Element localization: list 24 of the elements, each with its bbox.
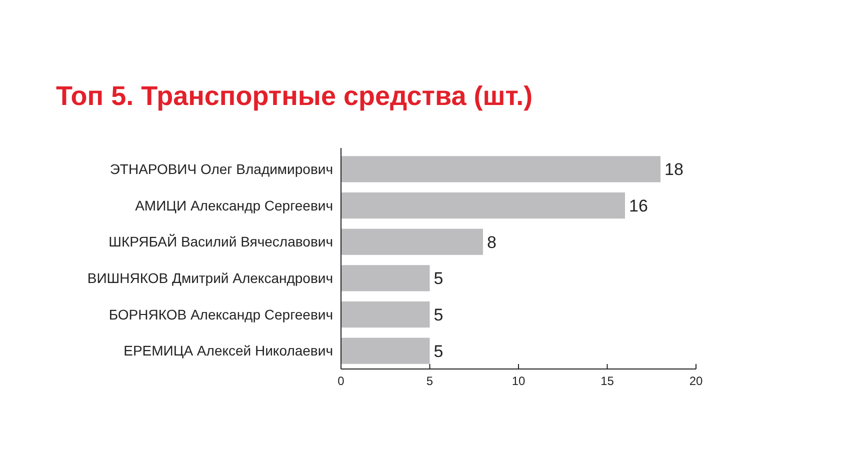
y-tick-label: ВИШНЯКОВ Дмитрий Александрович [87,270,333,286]
data-label: 8 [487,232,496,252]
y-tick-label: БОРНЯКОВ Александр Сергеевич [108,306,333,322]
bar [341,228,483,255]
y-tick-label: ЕРЕМИЦА Алексей Николаевич [124,342,333,359]
data-label: 16 [629,196,648,216]
data-label: 18 [664,160,684,180]
x-tick-label: 0 [338,374,345,388]
x-tick-label: 15 [600,374,614,388]
chart-title: Топ 5. Транспортные средства (шт.) [56,81,533,111]
y-tick-label: ШКРЯБАЙ Василий Вячеславович [108,234,333,250]
data-label: 5 [434,269,444,288]
x-tick-label: 10 [512,374,526,388]
bar [341,265,430,292]
y-tick-label: АМИЦИ Александр Сергеевич [135,197,333,214]
bar [341,338,430,364]
y-tick-label: ЭТНАРОВИЧ Олег Владимирович [110,161,333,178]
bar [341,301,430,328]
data-label: 5 [434,342,444,361]
data-label: 5 [434,305,444,324]
bar [341,156,660,182]
bar [341,192,625,219]
x-tick-label: 5 [426,374,434,388]
x-tick-label: 20 [689,374,703,388]
